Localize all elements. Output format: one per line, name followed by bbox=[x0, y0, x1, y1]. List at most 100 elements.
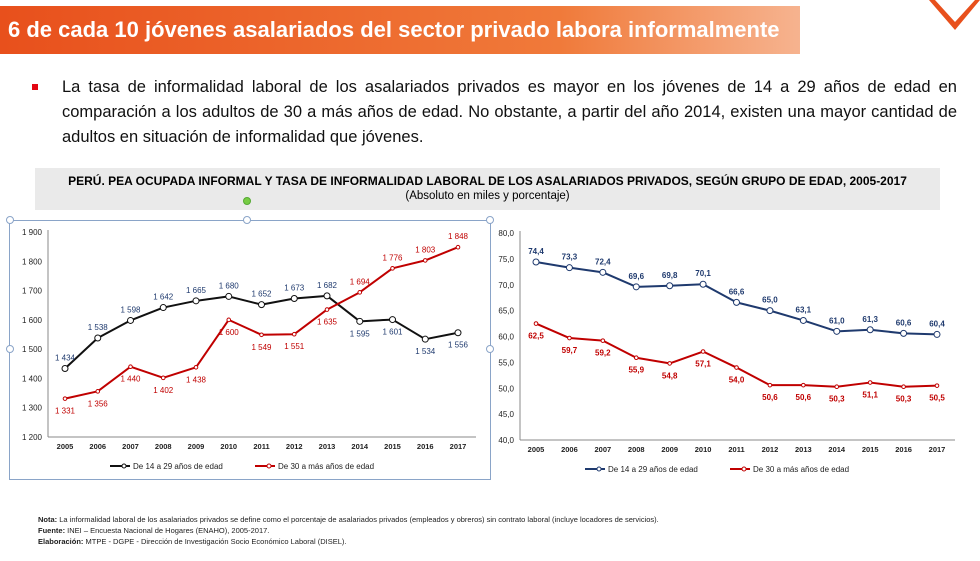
figure-header: PERÚ. PEA OCUPADA INFORMAL Y TASA DE INF… bbox=[35, 168, 940, 210]
data-label: 1 642 bbox=[153, 293, 174, 302]
data-label: 1 652 bbox=[251, 290, 272, 299]
figure-subtitle: (Absoluto en miles y porcentaje) bbox=[405, 190, 570, 202]
data-label: 1 601 bbox=[382, 328, 403, 337]
data-point bbox=[324, 307, 330, 312]
data-point bbox=[600, 338, 606, 343]
x-tick-label: 2008 bbox=[628, 445, 645, 454]
x-tick-label: 2011 bbox=[728, 445, 744, 454]
data-point bbox=[799, 316, 807, 324]
data-label: 69,6 bbox=[628, 272, 644, 281]
data-point bbox=[159, 304, 167, 312]
x-tick-label: 2008 bbox=[155, 442, 172, 451]
data-point bbox=[733, 298, 740, 306]
data-point bbox=[455, 244, 461, 250]
x-tick-label: 2015 bbox=[862, 445, 879, 454]
y-tick-label: 65,0 bbox=[498, 307, 514, 316]
logo-icon bbox=[929, 0, 980, 30]
data-label: 50,6 bbox=[796, 393, 812, 402]
data-label: 1 803 bbox=[415, 245, 436, 254]
x-tick-label: 2017 bbox=[450, 442, 467, 451]
data-label: 1 549 bbox=[251, 343, 272, 352]
data-point bbox=[866, 326, 874, 334]
resize-handle[interactable] bbox=[486, 345, 494, 353]
x-tick-label: 2012 bbox=[286, 442, 303, 451]
data-point bbox=[258, 301, 265, 309]
data-label: 57,1 bbox=[695, 360, 711, 369]
y-tick-label: 45,0 bbox=[498, 410, 514, 419]
data-point bbox=[127, 316, 134, 324]
data-point bbox=[801, 382, 806, 388]
data-point bbox=[389, 316, 396, 324]
data-point bbox=[192, 297, 200, 305]
data-label: 1 434 bbox=[55, 353, 76, 362]
slide-title: 6 de cada 10 jóvenes asalariados del sec… bbox=[8, 17, 780, 42]
data-label: 1 331 bbox=[55, 407, 76, 416]
x-tick-label: 2005 bbox=[57, 442, 74, 451]
data-point bbox=[323, 292, 331, 300]
data-label: 50,3 bbox=[829, 395, 845, 404]
data-point bbox=[766, 307, 774, 315]
data-point bbox=[867, 380, 873, 385]
data-point bbox=[454, 329, 462, 337]
data-label: 1 694 bbox=[350, 277, 371, 286]
data-point bbox=[128, 364, 133, 370]
data-point bbox=[833, 327, 841, 335]
data-label: 1 356 bbox=[88, 399, 109, 408]
data-point bbox=[666, 282, 674, 290]
data-point bbox=[699, 280, 707, 288]
data-point bbox=[834, 384, 840, 389]
data-label: 1 682 bbox=[317, 281, 338, 290]
data-point bbox=[390, 266, 395, 271]
data-label: 54,0 bbox=[729, 376, 745, 385]
data-point bbox=[160, 375, 166, 381]
data-label: 1 673 bbox=[284, 283, 305, 292]
data-label: 62,5 bbox=[528, 332, 544, 341]
legend-label: De 30 a más años de edad bbox=[278, 462, 374, 471]
data-label: 61,3 bbox=[862, 315, 878, 324]
x-tick-label: 2006 bbox=[89, 442, 106, 451]
data-point bbox=[533, 321, 539, 326]
data-point bbox=[767, 382, 773, 388]
x-tick-label: 2016 bbox=[895, 445, 912, 454]
data-point bbox=[94, 334, 102, 342]
bullet-icon bbox=[32, 84, 38, 90]
x-tick-label: 2010 bbox=[695, 445, 712, 454]
data-point bbox=[567, 335, 572, 341]
x-tick-label: 2015 bbox=[384, 442, 401, 451]
elaboration-label: Elaboración: bbox=[38, 537, 84, 546]
data-point bbox=[61, 364, 69, 372]
legend-label: De 14 a 29 años de edad bbox=[133, 462, 223, 471]
y-tick-label: 50,0 bbox=[498, 384, 514, 393]
data-point bbox=[734, 365, 739, 370]
x-tick-label: 2006 bbox=[561, 445, 578, 454]
x-tick-label: 2013 bbox=[795, 445, 812, 454]
data-point bbox=[933, 330, 941, 338]
x-tick-label: 2013 bbox=[319, 442, 336, 451]
rotate-handle[interactable] bbox=[243, 197, 251, 205]
legend-marker bbox=[596, 466, 602, 472]
data-label: 1 600 bbox=[219, 328, 240, 337]
y-tick-label: 70,0 bbox=[498, 281, 514, 290]
resize-handle[interactable] bbox=[486, 216, 494, 224]
y-tick-label: 60,0 bbox=[498, 333, 514, 342]
data-label: 60,4 bbox=[929, 319, 945, 328]
resize-handle[interactable] bbox=[243, 216, 251, 224]
y-tick-label: 1 200 bbox=[22, 433, 43, 442]
source-label: Fuente: bbox=[38, 526, 66, 535]
data-label: 1 680 bbox=[219, 281, 240, 290]
data-label: 1 551 bbox=[284, 342, 305, 351]
x-tick-label: 2010 bbox=[220, 442, 237, 451]
chart-absolute: 1 200 1 300 1 400 1 500 1 600 1 700 1 800 1 900… bbox=[22, 228, 476, 471]
legend-marker bbox=[741, 466, 747, 472]
data-label: 1 438 bbox=[186, 375, 207, 384]
data-label: 1 534 bbox=[415, 347, 436, 356]
data-label: 55,9 bbox=[628, 366, 644, 375]
resize-handle[interactable] bbox=[6, 216, 14, 224]
data-label: 70,1 bbox=[695, 269, 711, 278]
data-label: 63,1 bbox=[796, 305, 812, 314]
data-label: 1 848 bbox=[448, 232, 469, 241]
x-tick-label: 2016 bbox=[417, 442, 434, 451]
resize-handle[interactable] bbox=[6, 345, 14, 353]
data-label: 50,5 bbox=[929, 394, 945, 403]
data-point bbox=[356, 317, 364, 325]
